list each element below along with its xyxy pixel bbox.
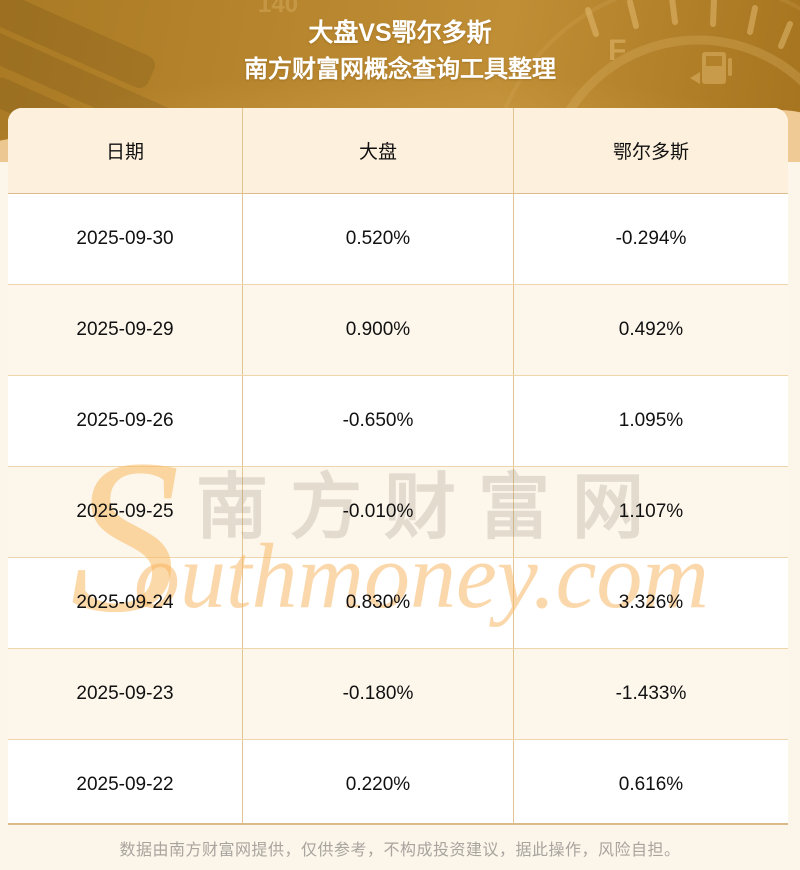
table-row: 2025-09-30 0.520% -0.294% — [8, 194, 788, 285]
cell-text: -0.650% — [342, 410, 414, 431]
table-row: 2025-09-24 0.830% 3.326% — [8, 558, 788, 649]
date-cell: 2025-09-22 — [8, 740, 243, 823]
cell-text: -1.433% — [615, 683, 687, 704]
cell-text: 2025-09-23 — [76, 683, 174, 704]
value-cell: 1.095% — [514, 376, 788, 466]
column-header-market: 大盘 — [243, 108, 514, 193]
cell-text: -0.010% — [342, 501, 414, 522]
cell-text: 1.107% — [618, 501, 684, 522]
date-cell: 2025-09-26 — [8, 376, 243, 466]
fuel-pump-icon — [690, 52, 732, 84]
table-body: 2025-09-30 0.520% -0.294% 2025-09-29 0.900% 0… — [8, 194, 788, 823]
cell-text: 1.095% — [618, 410, 684, 431]
cell-text: 2025-09-25 — [76, 501, 174, 522]
value-cell: 1.107% — [514, 467, 788, 557]
disclaimer-text: 数据由南方财富网提供，仅供参考，不构成投资建议，据此操作，风险自担。 — [119, 841, 681, 859]
table-row: 2025-09-23 -0.180% -1.433% — [8, 649, 788, 740]
gauge-ticks-decoration — [585, 0, 793, 49]
cell-text: 2025-09-26 — [76, 410, 174, 431]
date-cell: 2025-09-30 — [8, 194, 243, 284]
column-header-label: 鄂尔多斯 — [612, 142, 689, 163]
column-header-label: 大盘 — [358, 142, 397, 163]
column-header-date: 日期 — [8, 108, 243, 193]
page-title: 大盘VS鄂尔多斯 — [308, 19, 492, 47]
gauge-full-label: F — [608, 34, 626, 67]
table-row: 2025-09-25 -0.010% 1.107% — [8, 467, 788, 558]
cell-text: 3.326% — [618, 592, 684, 613]
cell-text: 0.900% — [345, 319, 411, 340]
cell-text: -0.294% — [615, 228, 687, 249]
value-cell: 0.900% — [243, 285, 514, 375]
cell-text: 2025-09-22 — [76, 774, 174, 795]
gauge-arc-decoration — [488, 0, 800, 162]
value-cell: -0.650% — [243, 376, 514, 466]
table-row: 2025-09-29 0.900% 0.492% — [8, 285, 788, 376]
banner-text-block: 大盘VS鄂尔多斯 南方财富网概念查询工具整理 — [0, 0, 800, 83]
cell-text: 0.616% — [618, 774, 684, 795]
table-row: 2025-09-22 0.220% 0.616% — [8, 740, 788, 823]
cell-text: 0.830% — [345, 592, 411, 613]
value-cell: 0.616% — [514, 740, 788, 823]
column-header-label: 日期 — [105, 142, 144, 163]
value-cell: 0.830% — [243, 558, 514, 648]
cell-text: 2025-09-29 — [76, 319, 174, 340]
date-cell: 2025-09-23 — [8, 649, 243, 739]
cell-text: 2025-09-24 — [76, 592, 174, 613]
date-cell: 2025-09-29 — [8, 285, 243, 375]
cell-text: 0.520% — [345, 228, 411, 249]
value-cell: 0.520% — [243, 194, 514, 284]
value-cell: 0.492% — [514, 285, 788, 375]
comparison-table: 日期 大盘 鄂尔多斯 2025-09-30 0.520% -0.294% 2025-0… — [8, 108, 788, 825]
value-cell: 0.220% — [243, 740, 514, 823]
footer: 数据由南方财富网提供，仅供参考，不构成投资建议，据此操作，风险自担。 — [0, 825, 800, 870]
cell-text: 0.492% — [618, 319, 684, 340]
column-header-ordos: 鄂尔多斯 — [514, 108, 788, 193]
page-subtitle: 南方财富网概念查询工具整理 — [244, 55, 556, 83]
value-cell: -1.433% — [514, 649, 788, 739]
value-cell: -0.010% — [243, 467, 514, 557]
value-cell: -0.180% — [243, 649, 514, 739]
cell-text: -0.180% — [342, 683, 414, 704]
value-cell: -0.294% — [514, 194, 788, 284]
date-cell: 2025-09-24 — [8, 558, 243, 648]
table-row: 2025-09-26 -0.650% 1.095% — [8, 376, 788, 467]
gauge-number-decoration: 140 — [258, 0, 298, 18]
table-header-row: 日期 大盘 鄂尔多斯 — [8, 108, 788, 194]
cell-text: 2025-09-30 — [76, 228, 174, 249]
date-cell: 2025-09-25 — [8, 467, 243, 557]
value-cell: 3.326% — [514, 558, 788, 648]
cell-text: 0.220% — [345, 774, 411, 795]
